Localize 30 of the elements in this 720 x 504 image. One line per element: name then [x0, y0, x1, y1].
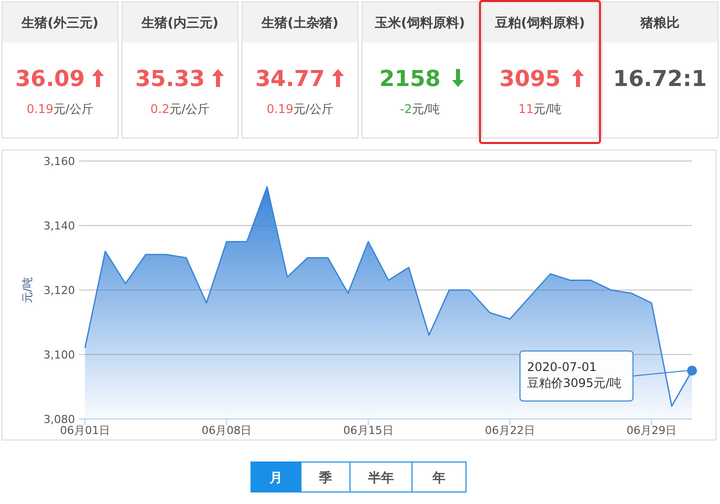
text: 豆粕(饲料原料) [494, 16, 585, 31]
text: -2元/吨 [400, 102, 440, 116]
x-tick-label: 06月01日 [60, 424, 110, 437]
y-tick-label: 3,140 [44, 220, 75, 232]
text: 玉米(饲料原料) [374, 16, 465, 31]
y-tick-label: 3,120 [44, 284, 75, 297]
text: 36.09 [15, 67, 85, 92]
y-tick-label: 3,080 [44, 413, 75, 426]
text: 0.19元/公斤 [26, 102, 94, 116]
x-tick-label: 06月08日 [202, 424, 252, 437]
y-axis-title: 元/吨 [21, 277, 34, 303]
period-tabs: 月 季 半年 年 [250, 462, 466, 492]
text: 生猪(外三元) [20, 16, 98, 31]
text: 3095 [499, 67, 561, 92]
text: 生猪(土杂猪) [260, 16, 338, 31]
y-tick-label: 3,100 [44, 348, 75, 362]
x-tick-label: 06月22日 [484, 424, 535, 437]
text: 生猪(内三元) [140, 16, 218, 31]
x-tick-label: 06月29日 [626, 424, 677, 437]
annotation: 2020-07-01 豆粕价3095元/吨 [527, 360, 622, 390]
text: 2158 [379, 67, 441, 92]
text: 16.72:1 [613, 67, 707, 92]
text: 11元/吨 [518, 102, 562, 116]
y-tick-label: 3,160 [44, 155, 75, 168]
text: 34.77 [255, 67, 325, 92]
text: 0.2元/公斤 [150, 102, 210, 116]
text: 猪粮比 [640, 15, 680, 31]
x-tick-label: 06月15日 [343, 424, 394, 437]
text: 0.19元/公斤 [266, 102, 334, 116]
text: 35.33 [135, 67, 205, 92]
